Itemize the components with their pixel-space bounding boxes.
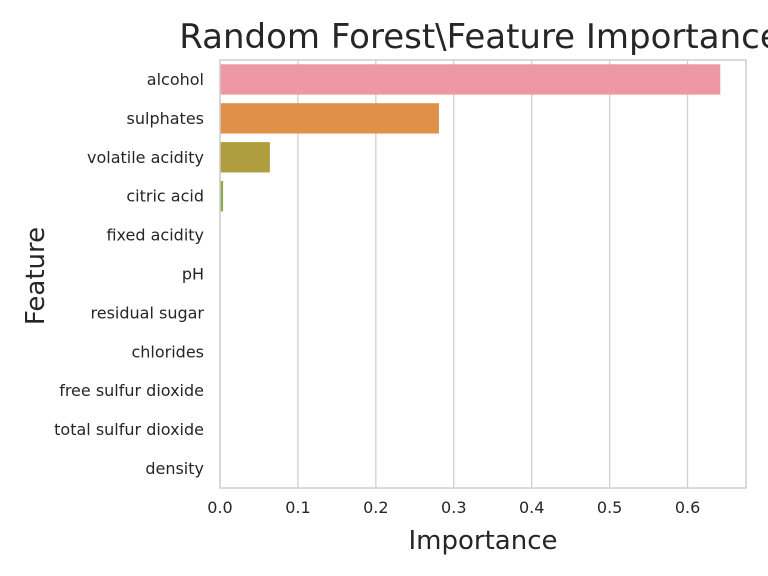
y-tick-label: chlorides	[131, 342, 204, 361]
x-tick-label: 0.1	[285, 498, 310, 517]
x-tick-label: 0.2	[363, 498, 388, 517]
bar-citric-acid	[220, 181, 224, 212]
y-tick-label: fixed acidity	[106, 226, 204, 245]
bar-sulphates	[220, 103, 439, 134]
y-tick-labels: alcohol sulphates volatile acidity citric a…	[54, 70, 204, 478]
y-axis-label: Feature	[21, 227, 51, 325]
plot-frame	[219, 59, 747, 489]
y-tick-label: sulphates	[127, 109, 204, 128]
x-tick-label: 0.6	[675, 498, 700, 517]
x-axis-label: Importance	[409, 526, 558, 556]
bar-alcohol	[220, 64, 721, 95]
chart-title: Random Forest\Feature Importance	[179, 17, 768, 57]
y-tick-label: volatile acidity	[87, 148, 204, 167]
y-tick-label: alcohol	[147, 70, 204, 89]
bar-volatile-acidity	[220, 142, 270, 173]
y-tick-label: free sulfur dioxide	[59, 381, 204, 400]
y-tick-label: pH	[182, 265, 204, 284]
x-tick-label: 0.0	[207, 498, 232, 517]
x-tick-labels: 0.0 0.1 0.2 0.3 0.4 0.5 0.6	[207, 498, 700, 517]
y-tick-label: citric acid	[126, 187, 204, 206]
x-tick-label: 0.3	[441, 498, 466, 517]
x-tick-label: 0.5	[597, 498, 622, 517]
y-tick-label: total sulfur dioxide	[54, 420, 204, 439]
y-tick-label: density	[145, 459, 204, 478]
y-tick-label: residual sugar	[91, 303, 205, 322]
bars	[220, 64, 721, 212]
x-tick-label: 0.4	[519, 498, 544, 517]
